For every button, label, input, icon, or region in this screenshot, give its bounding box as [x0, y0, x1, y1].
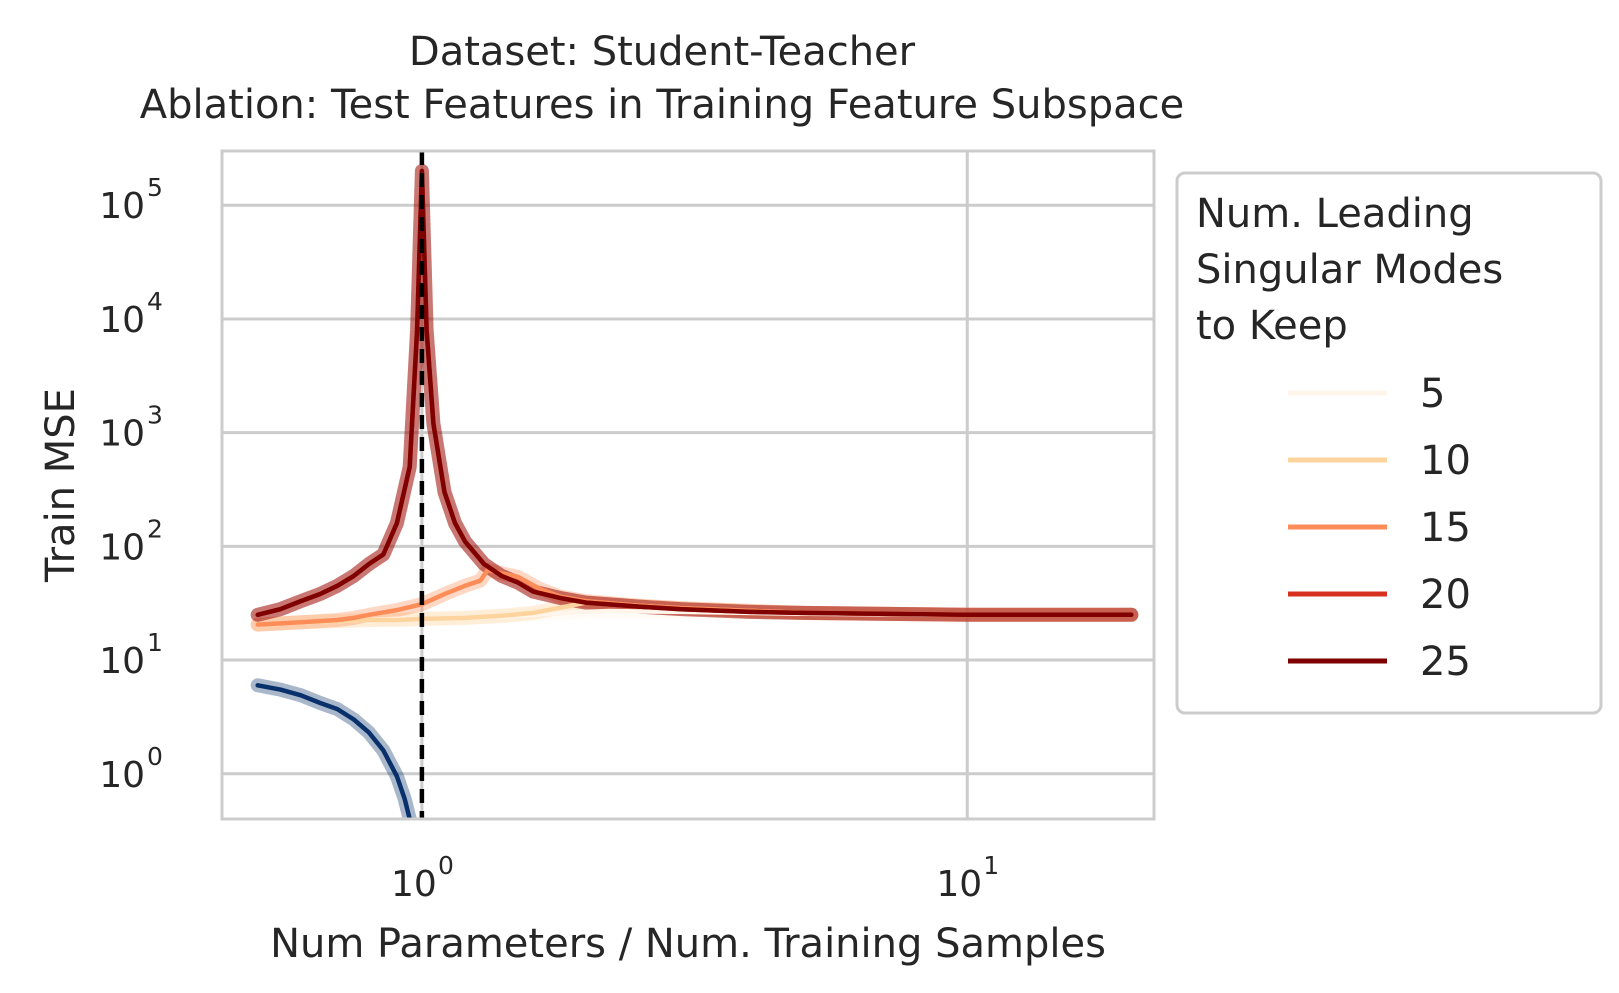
- y-tick-exponent-3: 3: [147, 401, 163, 430]
- x-tick-label-0: 10: [391, 864, 437, 905]
- x-tick-exponent-1: 1: [983, 851, 999, 880]
- y-tick-exponent-5: 5: [147, 173, 163, 202]
- series-band-4: [258, 171, 1132, 615]
- legend: Num. Leading Singular Modes to Keep 5 10 1…: [1177, 173, 1601, 713]
- legend-title-line-3: to Keep: [1196, 303, 1348, 349]
- legend-label-20: 20: [1420, 572, 1471, 618]
- legend-label-25: 25: [1420, 639, 1471, 685]
- y-tick-exponent-4: 4: [147, 287, 163, 316]
- y-tick-label-2: 10: [99, 527, 145, 568]
- x-ticks: 10 0 10 1: [391, 851, 999, 905]
- chart-title-line-2: Ablation: Test Features in Training Feat…: [140, 82, 1184, 128]
- legend-title-line-2: Singular Modes: [1196, 247, 1503, 293]
- legend-label-15: 15: [1420, 505, 1471, 551]
- y-tick-exponent-2: 2: [147, 514, 163, 543]
- y-tick-label-4: 10: [99, 300, 145, 341]
- legend-label-5: 5: [1420, 371, 1445, 417]
- y-tick-label-5: 10: [99, 186, 145, 227]
- y-tick-label-0: 10: [99, 755, 145, 796]
- y-tick-exponent-1: 1: [147, 628, 163, 657]
- y-tick-label-3: 10: [99, 414, 145, 455]
- y-axis-label: Train MSE: [38, 388, 84, 583]
- y-tick-label-1: 10: [99, 641, 145, 682]
- chart-title-line-1: Dataset: Student-Teacher: [409, 29, 916, 75]
- x-axis-label: Num Parameters / Num. Training Samples: [270, 921, 1106, 967]
- legend-label-10: 10: [1420, 438, 1471, 484]
- confidence-bands: [258, 171, 1132, 819]
- series-lines: [258, 171, 1132, 819]
- legend-title-line-1: Num. Leading: [1196, 191, 1474, 237]
- y-tick-exponent-0: 0: [147, 742, 163, 771]
- x-tick-label-1: 10: [936, 864, 982, 905]
- x-tick-exponent-0: 0: [438, 851, 454, 880]
- series-band-0: [258, 685, 410, 819]
